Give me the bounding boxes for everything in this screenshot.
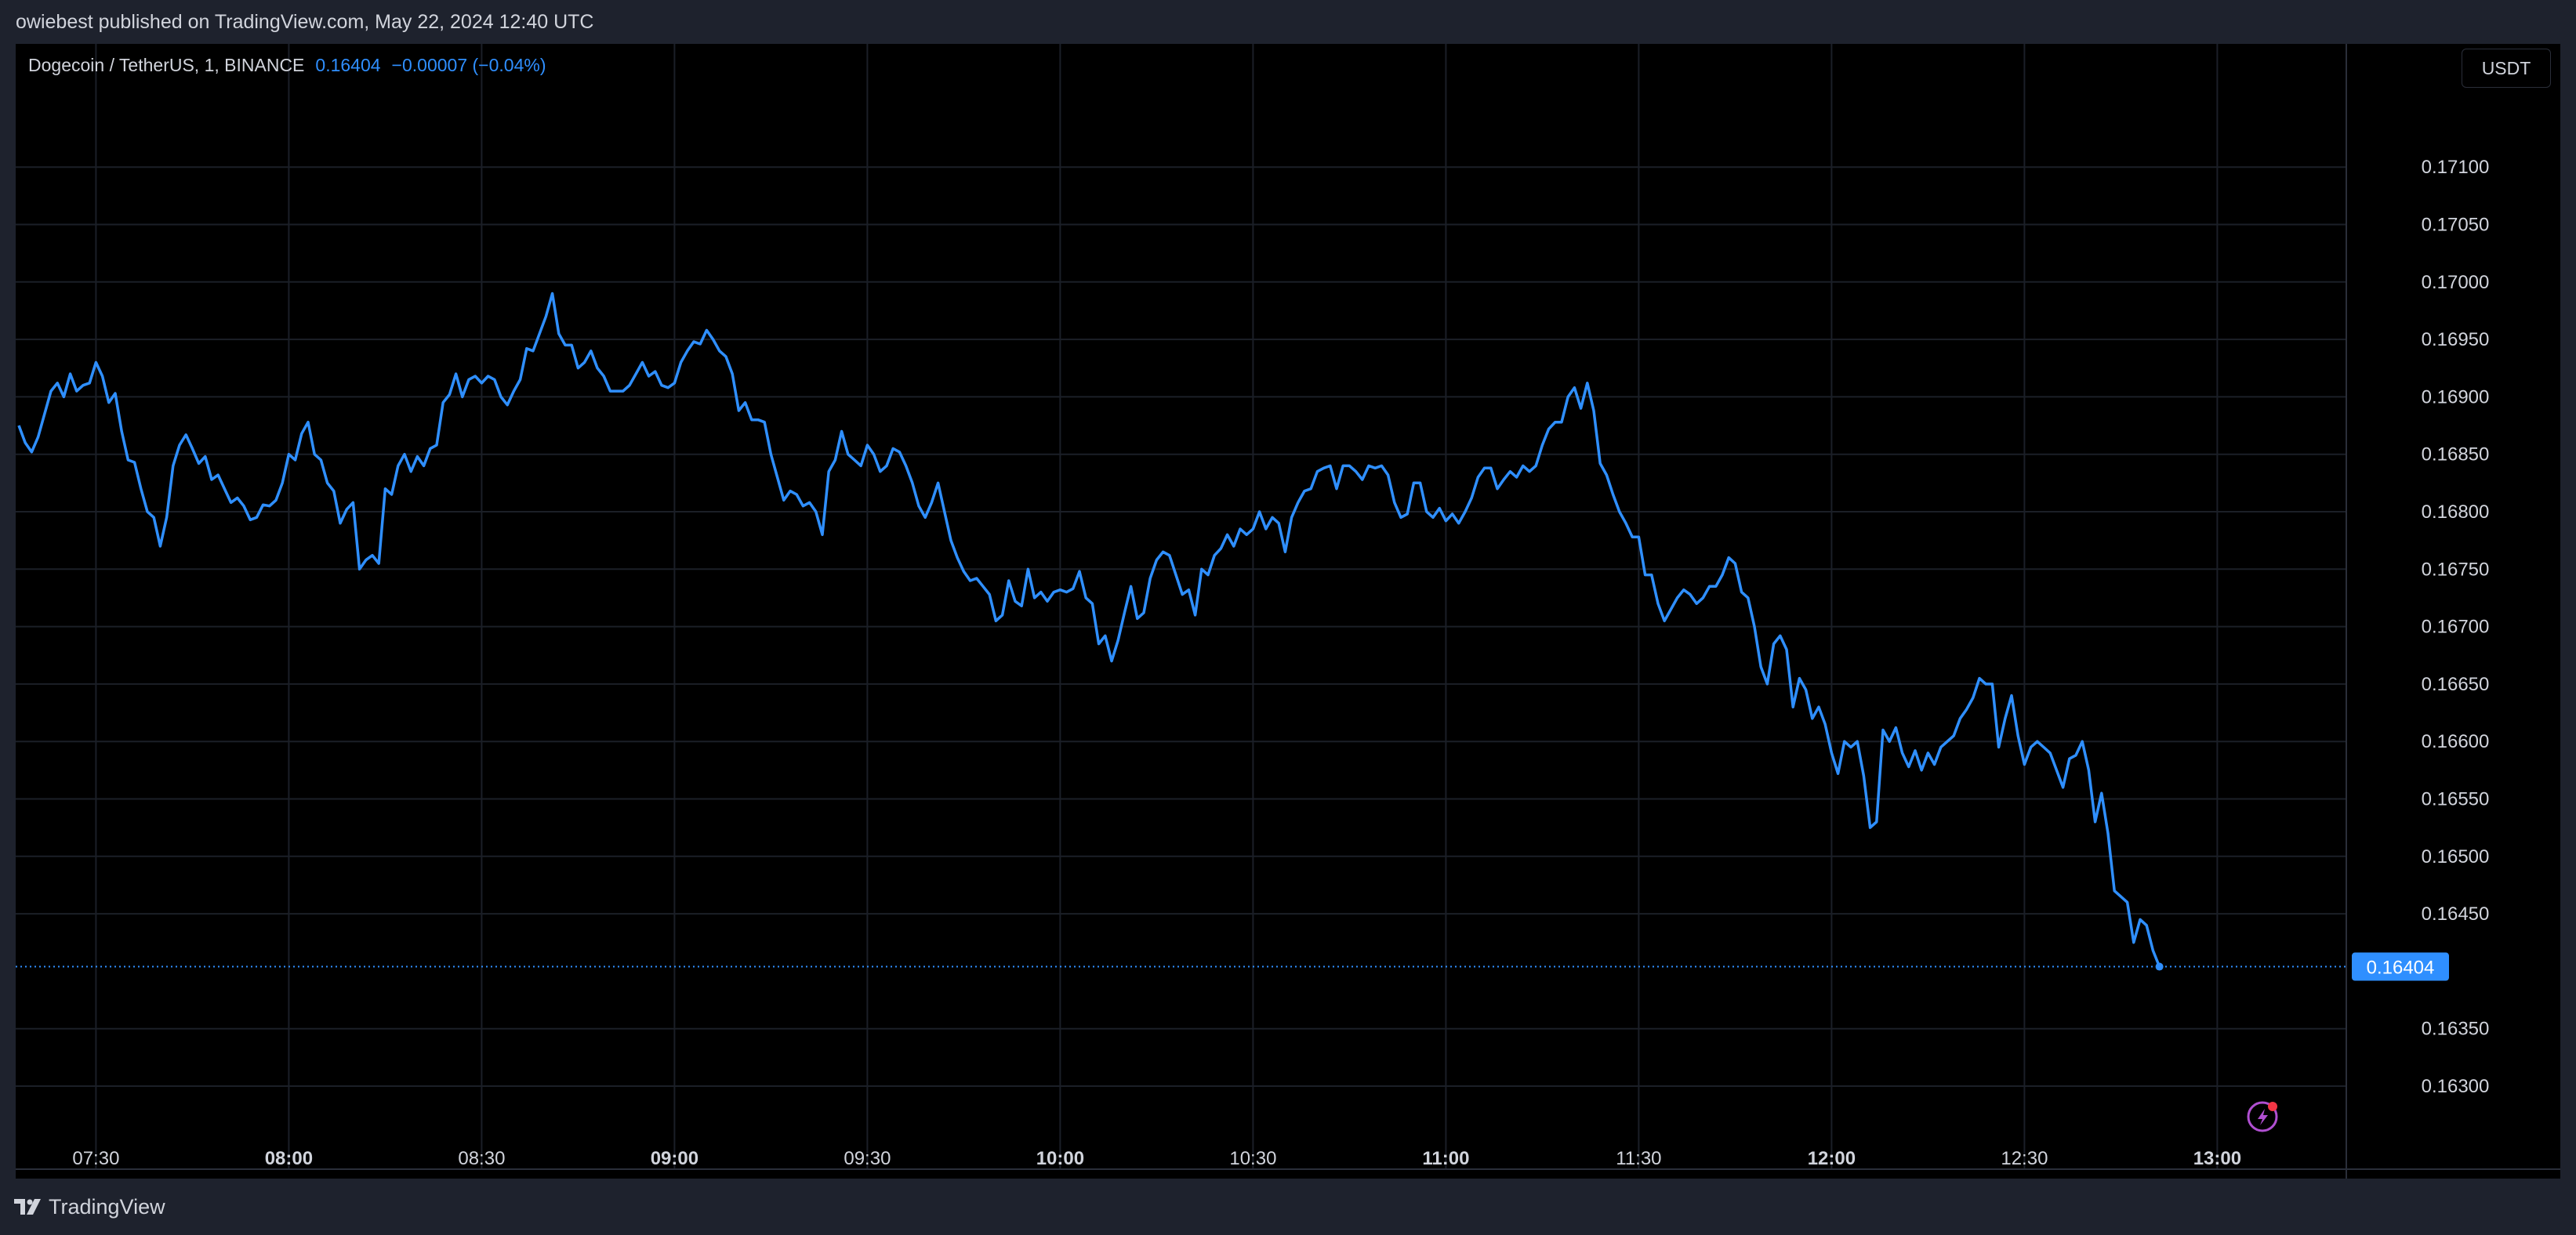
y-tick-label: 0.16700 xyxy=(2422,617,2490,638)
y-tick-label: 0.16850 xyxy=(2422,444,2490,465)
x-tick-label: 09:00 xyxy=(651,1148,698,1169)
y-tick-label: 0.17000 xyxy=(2422,272,2490,293)
x-tick-label: 08:00 xyxy=(265,1148,313,1169)
chart-area[interactable]: 0.17100 0.17050 0.17000 0.16950 0.16900 0.168… xyxy=(16,44,2560,1179)
tradingview-logo-icon[interactable] xyxy=(14,1199,41,1215)
y-tick-label: 0.16950 xyxy=(2422,329,2490,350)
x-tick-label: 07:30 xyxy=(72,1148,119,1169)
x-tick-label: 09:30 xyxy=(844,1148,891,1169)
y-tick-label: 0.16300 xyxy=(2422,1076,2490,1097)
legend-change: −0.00007 (−0.04%) xyxy=(391,55,546,75)
legend-price: 0.16404 xyxy=(315,55,381,75)
y-tick-label: 0.16550 xyxy=(2422,789,2490,810)
x-tick-label: 13:00 xyxy=(2193,1148,2241,1169)
x-tick-label: 08:30 xyxy=(458,1148,505,1169)
last-price-label: 0.16404 xyxy=(2367,958,2435,979)
x-tick-label: 11:30 xyxy=(1616,1148,1661,1169)
y-tick-label: 0.16450 xyxy=(2422,904,2490,925)
price-chart[interactable]: 0.17100 0.17050 0.17000 0.16950 0.16900 0.168… xyxy=(16,44,2560,1179)
publication-header: owiebest published on TradingView.com, M… xyxy=(0,0,2576,44)
x-tick-label: 12:00 xyxy=(1808,1148,1856,1169)
published-info: owiebest published on TradingView.com, M… xyxy=(16,10,594,33)
footer-brand[interactable]: TradingView xyxy=(49,1194,165,1219)
y-tick-label: 0.16800 xyxy=(2422,502,2490,523)
last-price-point xyxy=(2155,962,2164,971)
y-tick-label: 0.16900 xyxy=(2422,386,2490,407)
footer: TradingView xyxy=(0,1179,2576,1235)
symbol-legend: Dogecoin / TetherUS, 1, BINANCE 0.16404 … xyxy=(28,55,546,76)
last-price-label-bg xyxy=(2352,952,2449,981)
y-tick-label: 0.17050 xyxy=(2422,215,2490,236)
x-tick-label: 12:30 xyxy=(2001,1148,2048,1169)
y-tick-label: 0.17100 xyxy=(2422,157,2490,178)
y-tick-label: 0.16650 xyxy=(2422,674,2490,695)
y-tick-label: 0.16750 xyxy=(2422,559,2490,580)
y-tick-label: 0.16350 xyxy=(2422,1019,2490,1040)
legend-symbol: Dogecoin / TetherUS, 1, BINANCE xyxy=(28,55,305,75)
x-tick-label: 10:30 xyxy=(1229,1148,1276,1169)
x-tick-label: 11:00 xyxy=(1422,1148,1469,1169)
currency-button[interactable]: USDT xyxy=(2462,49,2551,88)
y-tick-label: 0.16600 xyxy=(2422,731,2490,752)
x-tick-label: 10:00 xyxy=(1036,1148,1084,1169)
y-tick-label: 0.16500 xyxy=(2422,846,2490,867)
lightning-icon[interactable] xyxy=(2247,1101,2278,1132)
price-series-line xyxy=(17,292,2161,968)
